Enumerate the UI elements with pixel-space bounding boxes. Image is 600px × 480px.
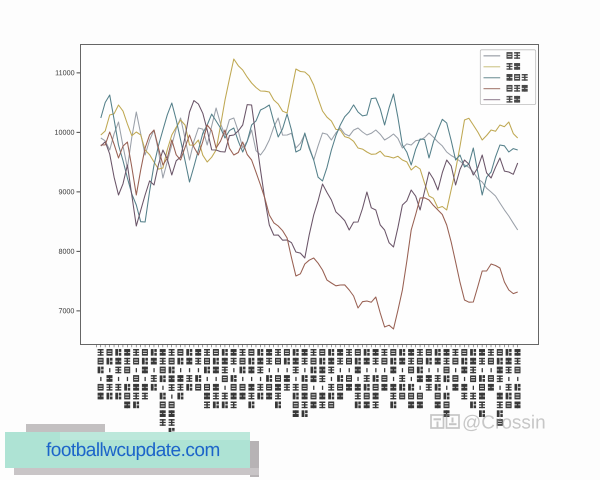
svg-text:7000: 7000 [58, 306, 74, 315]
svg-text:8000: 8000 [58, 247, 74, 256]
svg-text:@Crossin: @Crossin [462, 413, 546, 434]
svg-text:9000: 9000 [59, 187, 75, 196]
svg-text:11000: 11000 [55, 68, 74, 77]
svg-text:10000: 10000 [55, 128, 75, 137]
